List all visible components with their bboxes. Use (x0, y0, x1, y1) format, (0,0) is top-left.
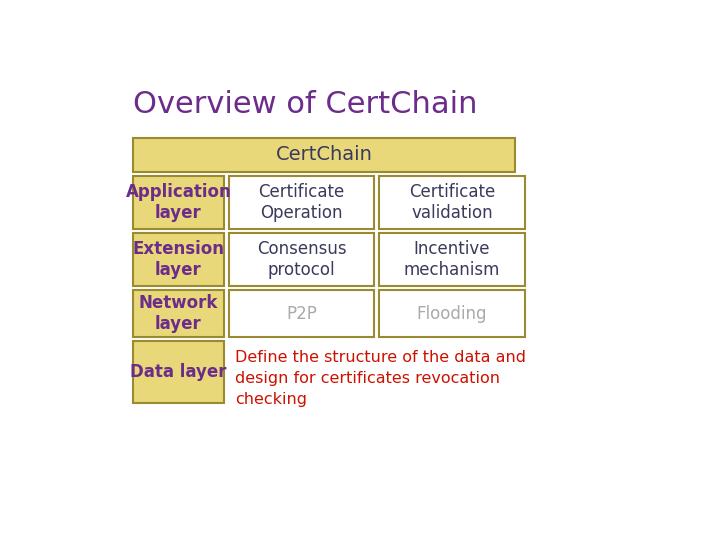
Text: Consensus
protocol: Consensus protocol (257, 240, 346, 279)
Text: Network
layer: Network layer (139, 294, 218, 333)
Text: CertChain: CertChain (276, 145, 372, 164)
Bar (229, 233, 374, 286)
Bar (132, 138, 516, 172)
Text: Certificate
validation: Certificate validation (409, 183, 495, 222)
Text: Application
layer: Application layer (125, 183, 231, 222)
Bar (379, 291, 525, 336)
Bar (132, 233, 224, 286)
Text: Define the structure of the data and
design for certificates revocation
checking: Define the structure of the data and des… (235, 350, 526, 408)
Text: Overview of CertChain: Overview of CertChain (132, 90, 477, 119)
Text: Incentive
mechanism: Incentive mechanism (404, 240, 500, 279)
Bar (379, 177, 525, 229)
Text: Extension
layer: Extension layer (132, 240, 225, 279)
Bar (132, 291, 224, 336)
Text: P2P: P2P (286, 305, 317, 322)
Bar (132, 177, 224, 229)
Bar (229, 177, 374, 229)
Text: Certificate
Operation: Certificate Operation (258, 183, 345, 222)
Text: Data layer: Data layer (130, 363, 227, 381)
Bar (379, 233, 525, 286)
Bar (132, 341, 224, 403)
Text: Flooding: Flooding (417, 305, 487, 322)
Bar (229, 291, 374, 336)
